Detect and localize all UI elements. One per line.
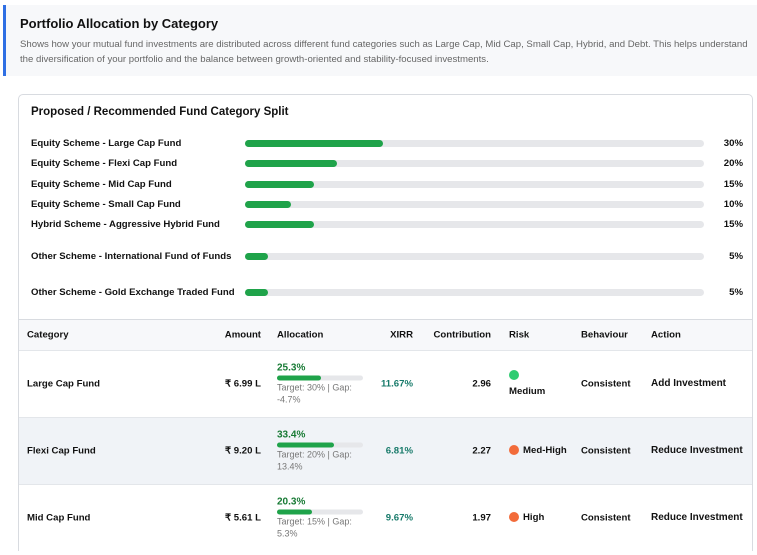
split-bar <box>245 252 704 260</box>
col-category: Category <box>27 329 69 341</box>
page-title: Portfolio Allocation by Category <box>20 16 219 31</box>
risk-cell: Med-High <box>509 443 571 459</box>
xirr: 6.81% <box>385 445 413 457</box>
category-name: Flexi Cap Fund <box>27 445 96 457</box>
col-risk: Risk <box>509 329 530 341</box>
col-allocation: Allocation <box>277 329 324 341</box>
allocation-percent: 20.3% <box>277 496 306 508</box>
risk-label: Med-High <box>523 445 567 456</box>
allocation-percent: 25.3% <box>277 362 306 374</box>
split-bar <box>245 139 704 147</box>
xirr: 11.67% <box>380 378 413 390</box>
table-row: Flexi Cap Fund ₹ 9.20 L 33.4% Target: 20… <box>19 417 752 484</box>
risk-label: Medium <box>509 386 546 397</box>
page-description: Shows how your mutual fund investments a… <box>20 39 748 65</box>
allocation-gap: Target: 30% | Gap: -4.7% <box>277 382 352 405</box>
table-row: Large Cap Fund ₹ 6.99 L 25.3% Target: 30… <box>19 350 752 417</box>
split-percent: 20% <box>723 157 743 169</box>
category-table: Category Amount Allocation XIRR Contribu… <box>18 319 753 551</box>
allocation-bar <box>277 442 363 448</box>
split-row: Equity Scheme - Large Cap Fund 30% <box>31 137 743 149</box>
split-percent: 15% <box>723 178 743 190</box>
risk-dot-icon <box>509 370 519 381</box>
behaviour: Consistent <box>581 445 631 457</box>
amount: ₹ 5.61 L <box>225 512 261 524</box>
action-link[interactable]: Add Investment <box>651 378 727 389</box>
allocation-bar <box>277 509 363 515</box>
amount: ₹ 9.20 L <box>225 445 261 457</box>
col-contribution: Contribution <box>433 329 491 341</box>
split-label: Other Scheme - Gold Exchange Traded Fund <box>31 286 235 298</box>
split-row: Equity Scheme - Flexi Cap Fund 20% <box>31 157 743 169</box>
risk-label: High <box>523 512 545 523</box>
split-bar-fill <box>245 252 268 260</box>
split-label: Equity Scheme - Flexi Cap Fund <box>31 157 178 169</box>
col-action: Action <box>651 329 681 341</box>
split-label: Equity Scheme - Large Cap Fund <box>31 137 182 149</box>
amount: ₹ 6.99 L <box>225 378 261 390</box>
behaviour: Consistent <box>581 512 631 524</box>
split-percent: 30% <box>723 137 743 149</box>
split-label: Equity Scheme - Small Cap Fund <box>31 198 181 210</box>
behaviour: Consistent <box>581 378 631 390</box>
col-behaviour: Behaviour <box>581 329 628 341</box>
action-link[interactable]: Reduce Investment <box>651 512 743 523</box>
allocation-gap: Target: 15% | Gap: 5.3% <box>277 516 352 539</box>
split-bar-fill <box>245 159 337 167</box>
category-name: Large Cap Fund <box>27 378 101 390</box>
split-row: Other Scheme - International Fund of Fun… <box>31 238 743 274</box>
col-xirr: XIRR <box>390 329 413 341</box>
recommended-split-card: Proposed / Recommended Fund Category Spl… <box>18 94 753 324</box>
allocation-bar-fill <box>277 375 321 381</box>
table-header: Category Amount Allocation XIRR Contribu… <box>19 320 752 350</box>
split-percent: 5% <box>729 250 743 262</box>
split-bar <box>245 288 704 296</box>
split-bar-fill <box>245 220 314 228</box>
allocation-gap: Target: 20% | Gap: 13.4% <box>277 449 352 472</box>
split-bar <box>245 220 704 228</box>
split-label: Other Scheme - International Fund of Fun… <box>31 250 232 262</box>
split-bar-fill <box>245 200 291 208</box>
allocation-bar <box>277 375 363 381</box>
split-label: Hybrid Scheme - Aggressive Hybrid Fund <box>31 218 220 230</box>
split-bar <box>245 159 704 167</box>
split-row: Hybrid Scheme - Aggressive Hybrid Fund 1… <box>31 218 743 230</box>
contribution: 1.97 <box>472 512 491 524</box>
risk-dot-icon <box>509 512 519 523</box>
risk-cell: High <box>509 510 571 526</box>
split-bar <box>245 200 704 208</box>
split-bar <box>245 180 704 188</box>
table-row: Mid Cap Fund ₹ 5.61 L 20.3% Target: 15% … <box>19 484 752 551</box>
contribution: 2.27 <box>472 445 491 457</box>
category-name: Mid Cap Fund <box>27 512 91 524</box>
allocation-cell: 20.3% Target: 15% | Gap: 5.3% <box>277 497 367 540</box>
allocation-cell: 25.3% Target: 30% | Gap: -4.7% <box>277 363 367 406</box>
allocation-cell: 33.4% Target: 20% | Gap: 13.4% <box>277 430 367 473</box>
allocation-bar-fill <box>277 509 312 515</box>
split-row: Other Scheme - Gold Exchange Traded Fund… <box>31 274 743 310</box>
split-title: Proposed / Recommended Fund Category Spl… <box>31 106 289 118</box>
col-amount: Amount <box>224 329 261 341</box>
risk-dot-icon <box>509 445 519 456</box>
xirr: 9.67% <box>385 512 413 524</box>
allocation-header: Portfolio Allocation by Category Shows h… <box>3 5 757 76</box>
split-label: Equity Scheme - Mid Cap Fund <box>31 178 172 190</box>
split-bar-fill <box>245 139 383 147</box>
split-percent: 15% <box>723 218 743 230</box>
split-percent: 10% <box>723 198 743 210</box>
split-bar-fill <box>245 288 268 296</box>
split-row: Equity Scheme - Small Cap Fund 10% <box>31 198 743 210</box>
contribution: 2.96 <box>472 378 491 390</box>
action-link[interactable]: Reduce Investment <box>651 445 743 456</box>
split-bar-fill <box>245 180 314 188</box>
split-row: Equity Scheme - Mid Cap Fund 15% <box>31 178 743 190</box>
risk-cell: Medium <box>509 368 571 400</box>
split-percent: 5% <box>729 286 743 298</box>
allocation-percent: 33.4% <box>277 429 306 441</box>
allocation-bar-fill <box>277 442 335 448</box>
